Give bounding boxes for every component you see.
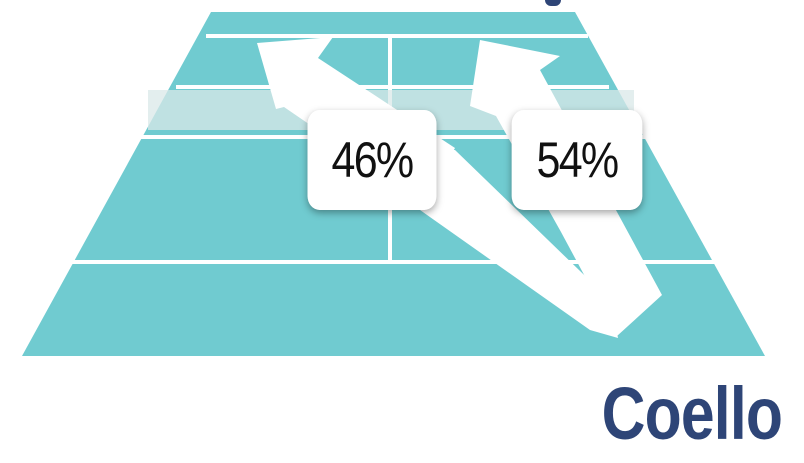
player-name: Coello [601, 372, 782, 455]
left-direction-percentage: 46% [307, 110, 437, 210]
top-marker [545, 0, 561, 6]
arrow-tail [420, 150, 618, 338]
left-percentage-label: 46% [331, 132, 415, 188]
right-percentage-label: 54% [536, 132, 620, 188]
right-direction-percentage: 54% [511, 110, 643, 210]
